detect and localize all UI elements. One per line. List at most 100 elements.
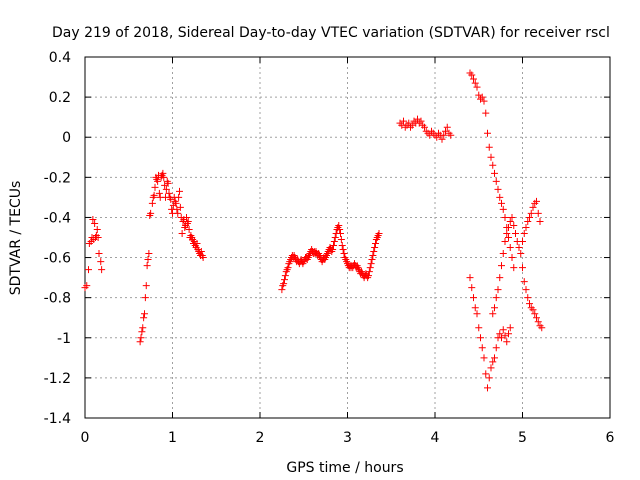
data-point [515, 244, 523, 252]
data-point [165, 189, 173, 197]
data-point [529, 306, 537, 314]
data-point [491, 304, 498, 312]
data-point [371, 244, 379, 252]
y-tick-label: -0.2 [44, 170, 71, 186]
data-point [151, 183, 159, 191]
data-point [281, 272, 289, 280]
data-point [136, 338, 144, 346]
data-point [480, 354, 488, 362]
data-point [478, 344, 486, 352]
data-point [470, 294, 477, 302]
data-point [494, 185, 502, 193]
data-point [491, 354, 498, 362]
data-point [197, 248, 205, 256]
data-point [538, 324, 546, 332]
data-point [85, 266, 92, 274]
data-point [95, 250, 103, 258]
data-point [98, 266, 106, 274]
data-point [375, 229, 383, 237]
data-point [400, 117, 407, 125]
data-point [147, 209, 155, 217]
data-point [526, 300, 533, 308]
x-tick-label: 5 [518, 430, 527, 446]
data-point [337, 236, 345, 244]
data-point [506, 324, 514, 332]
data-point [160, 173, 168, 181]
data-point [155, 189, 163, 197]
data-point [524, 217, 532, 225]
data-point [143, 262, 151, 270]
data-point [496, 274, 504, 282]
data-point [524, 294, 532, 302]
data-point [330, 238, 338, 246]
data-point [438, 135, 446, 143]
data-point [522, 286, 530, 294]
data-point [499, 250, 507, 258]
data-point [280, 280, 288, 288]
data-point [520, 229, 528, 237]
data-point [417, 117, 425, 125]
data-point [141, 310, 148, 318]
axis-layer: 0 1 2 3 4 5 6 0.4 0.2 0 -0.2 -0.4 -0.6 -0.8 -1 -1.2 -1.4 [44, 50, 615, 446]
data-point [487, 153, 495, 161]
data-point [533, 314, 540, 322]
data-point [340, 250, 348, 258]
data-point [278, 286, 286, 294]
data-point [199, 254, 207, 262]
data-point [519, 264, 526, 272]
data-point [338, 242, 346, 250]
data-point [89, 215, 97, 223]
y-tick-label: -1 [57, 331, 71, 347]
data-point [478, 93, 486, 101]
data-point [520, 278, 528, 286]
data-point [491, 169, 498, 177]
data-point [176, 187, 183, 195]
data-point [505, 234, 512, 241]
x-axis-title: GPS time / hours [286, 460, 403, 476]
data-point [145, 250, 153, 258]
x-tick-label: 4 [431, 430, 440, 446]
data-point [484, 129, 491, 137]
data-point [533, 197, 540, 205]
data-point [421, 123, 428, 131]
data-point [501, 213, 509, 221]
data-point [336, 225, 344, 233]
data-point [335, 221, 343, 229]
y-tick-label: -0.4 [44, 210, 71, 226]
data-point [480, 97, 488, 105]
data-point [367, 260, 375, 268]
data-point [139, 324, 147, 332]
data-point [281, 276, 288, 284]
data-point [484, 384, 491, 392]
data-point [162, 185, 170, 193]
data-point [494, 286, 502, 294]
data-point [466, 274, 474, 282]
data-point [83, 282, 91, 290]
x-tick-label: 0 [81, 430, 90, 446]
data-point [337, 229, 344, 237]
data-point [176, 203, 184, 211]
data-point [440, 131, 448, 139]
data-point [468, 284, 476, 292]
data-point [148, 199, 156, 207]
data-point [482, 370, 490, 378]
data-point [97, 258, 105, 266]
data-point [536, 217, 544, 225]
y-axis-title: SDTVAR / TECUs [8, 181, 24, 296]
data-point [496, 193, 504, 201]
data-point [506, 217, 514, 225]
data-point [492, 177, 500, 185]
data-point [142, 282, 150, 290]
data-point [366, 264, 374, 272]
data-point [339, 246, 347, 254]
data-point [531, 310, 539, 318]
data-point [329, 246, 337, 254]
data-point [185, 225, 193, 233]
grid-layer [85, 57, 610, 418]
data-point [91, 219, 99, 227]
data-point [94, 234, 102, 241]
data-point [492, 294, 500, 302]
chart-title: Day 219 of 2018, Sidereal Day-to-day VTE… [52, 25, 610, 41]
data-point [174, 209, 182, 217]
